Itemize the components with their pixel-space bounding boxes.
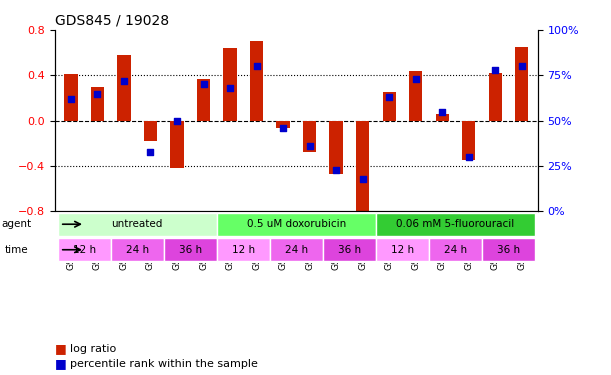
Bar <box>436 114 449 121</box>
FancyBboxPatch shape <box>57 213 217 236</box>
FancyBboxPatch shape <box>323 238 376 261</box>
Bar <box>382 92 396 121</box>
Bar <box>117 55 131 121</box>
Point <box>464 154 474 160</box>
Text: ■: ■ <box>55 357 67 370</box>
Point <box>172 118 182 124</box>
Bar <box>303 121 316 153</box>
Point <box>384 94 394 100</box>
FancyBboxPatch shape <box>111 238 164 261</box>
Point <box>119 78 129 84</box>
FancyBboxPatch shape <box>376 213 535 236</box>
Bar <box>170 121 184 168</box>
Bar <box>356 121 369 214</box>
FancyBboxPatch shape <box>164 238 217 261</box>
Text: GDS845 / 19028: GDS845 / 19028 <box>55 13 169 27</box>
Bar <box>489 73 502 121</box>
Bar <box>197 79 210 121</box>
Point <box>145 148 155 154</box>
Point <box>517 63 527 69</box>
Text: 36 h: 36 h <box>497 245 520 255</box>
FancyBboxPatch shape <box>217 238 270 261</box>
Point <box>411 76 420 82</box>
Text: 12 h: 12 h <box>232 245 255 255</box>
Point <box>66 96 76 102</box>
Text: 36 h: 36 h <box>338 245 361 255</box>
Point <box>305 143 315 149</box>
Point <box>199 81 208 87</box>
Text: 24 h: 24 h <box>126 245 148 255</box>
Bar <box>64 74 78 121</box>
Bar <box>276 121 290 128</box>
Bar <box>409 71 422 121</box>
Bar <box>224 48 236 121</box>
Point <box>225 85 235 91</box>
Text: untreated: untreated <box>112 219 163 229</box>
Text: log ratio: log ratio <box>70 344 117 354</box>
Bar <box>250 41 263 121</box>
Text: 12 h: 12 h <box>73 245 96 255</box>
Text: 24 h: 24 h <box>285 245 308 255</box>
Y-axis label: agent: agent <box>1 219 31 229</box>
FancyBboxPatch shape <box>217 213 376 236</box>
Point <box>331 167 341 173</box>
Text: 24 h: 24 h <box>444 245 467 255</box>
Point <box>358 176 368 182</box>
Text: ■: ■ <box>55 342 67 355</box>
FancyBboxPatch shape <box>429 238 482 261</box>
FancyBboxPatch shape <box>482 238 535 261</box>
FancyBboxPatch shape <box>376 238 429 261</box>
Text: percentile rank within the sample: percentile rank within the sample <box>70 359 258 369</box>
Y-axis label: time: time <box>4 245 28 255</box>
FancyBboxPatch shape <box>57 238 111 261</box>
Bar <box>329 121 343 174</box>
Point <box>92 90 102 96</box>
FancyBboxPatch shape <box>270 238 323 261</box>
Bar <box>462 121 475 160</box>
Bar <box>515 47 529 121</box>
Text: 12 h: 12 h <box>391 245 414 255</box>
Text: 0.06 mM 5-fluorouracil: 0.06 mM 5-fluorouracil <box>397 219 514 229</box>
Point <box>278 125 288 131</box>
Bar <box>91 87 104 121</box>
Point <box>252 63 262 69</box>
Point <box>437 109 447 115</box>
Text: 36 h: 36 h <box>178 245 202 255</box>
Bar <box>144 121 157 141</box>
Text: 0.5 uM doxorubicin: 0.5 uM doxorubicin <box>247 219 346 229</box>
Point <box>491 67 500 73</box>
